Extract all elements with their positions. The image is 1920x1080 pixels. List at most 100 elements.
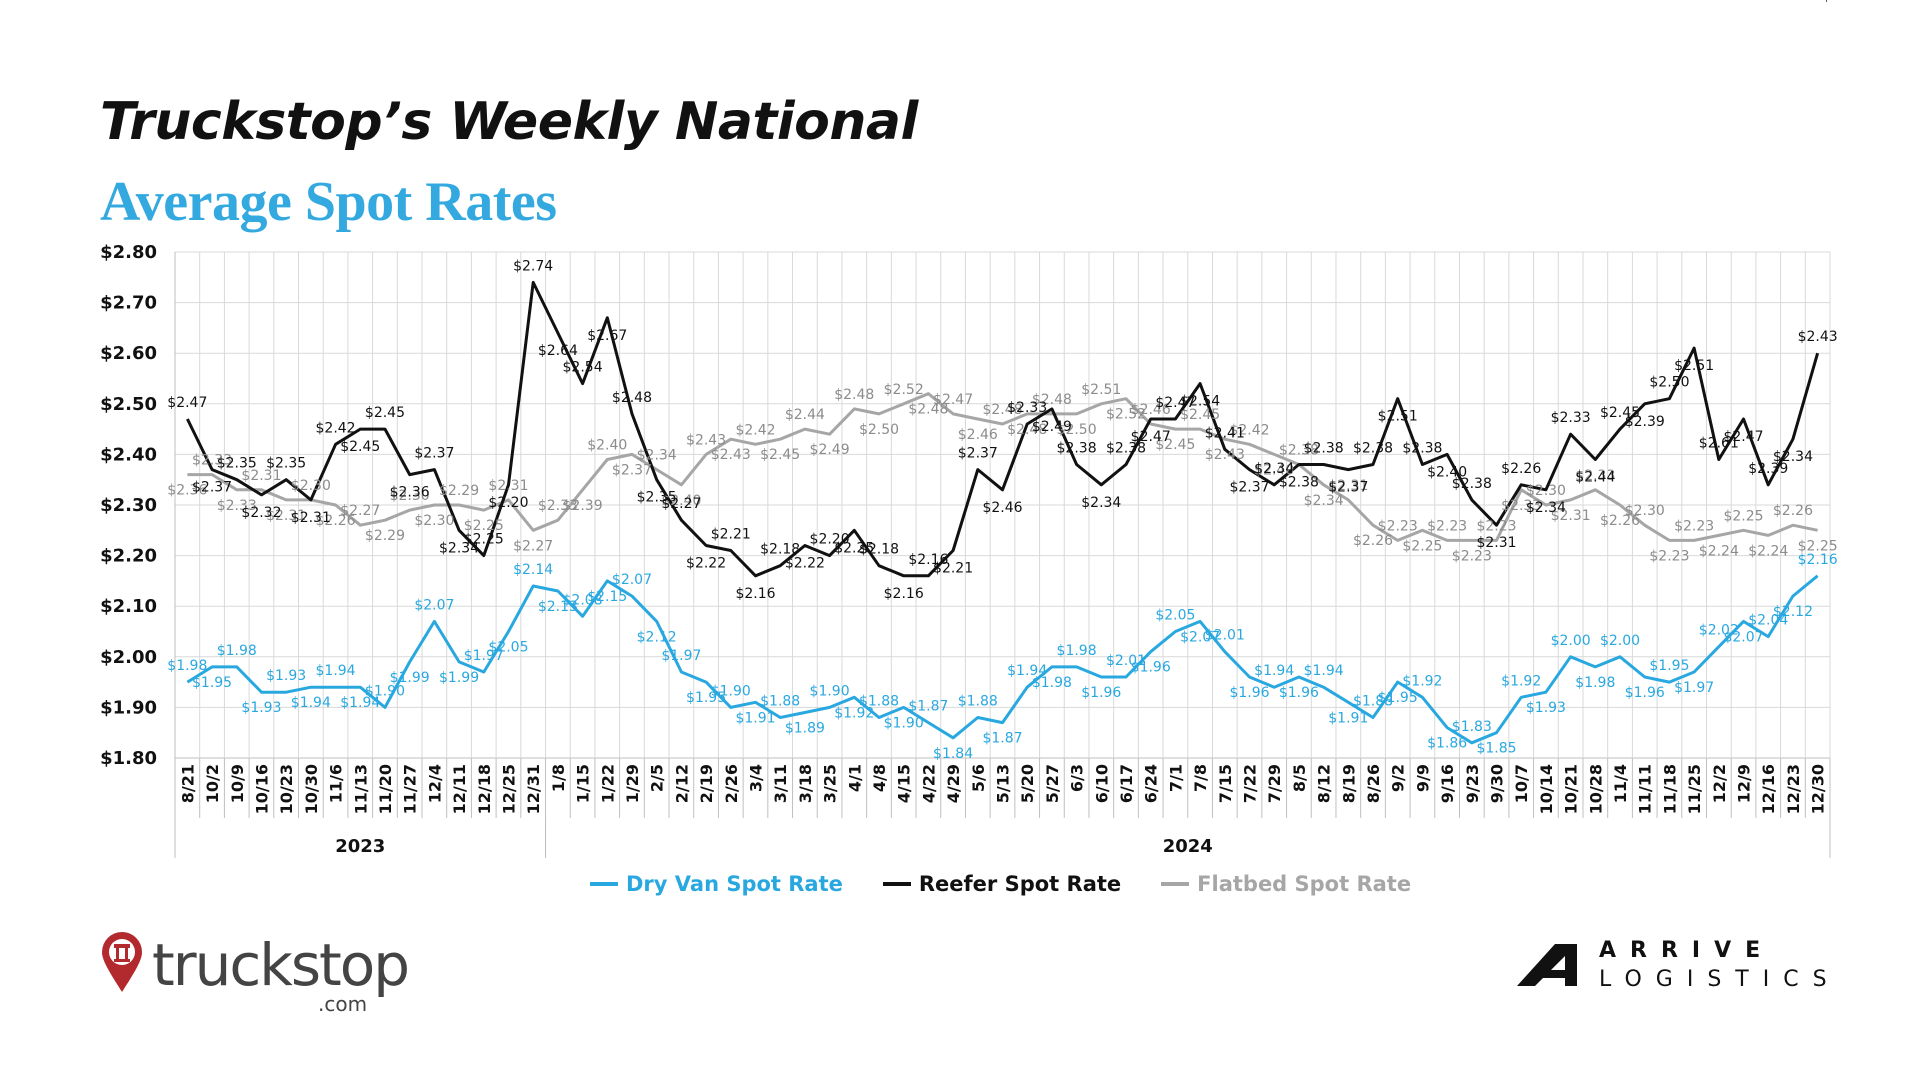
x-tick-label: 6/24	[1142, 764, 1161, 803]
data-label-flatbed: $2.33	[192, 453, 232, 469]
data-label-dry-van: $1.97	[464, 648, 504, 664]
y-tick-label: $2.20	[100, 546, 157, 567]
data-label-reefer: $2.34	[1773, 449, 1813, 465]
data-label-dry-van: $1.84	[933, 746, 973, 762]
data-label-flatbed: $2.23	[1674, 518, 1714, 534]
series-line-reefer	[186, 280, 1820, 578]
x-tick-label: 7/29	[1265, 764, 1284, 803]
data-label-dry-van: $2.07	[1723, 629, 1763, 645]
x-tick-label: 1/8	[549, 764, 568, 792]
data-label-flatbed: $2.33	[1501, 498, 1541, 514]
data-label-dry-van: $1.87	[908, 699, 948, 715]
truckstop-logo: truckstop .com	[100, 930, 410, 1016]
x-tick-label: 7/15	[1216, 764, 1235, 803]
x-tick-label: 9/9	[1413, 764, 1432, 792]
data-label-reefer: $2.46	[982, 500, 1022, 516]
y-tick-label: $1.80	[100, 748, 157, 769]
data-label-flatbed: $2.30	[291, 478, 331, 494]
x-tick-label: 12/11	[450, 764, 469, 814]
data-label-flatbed: $2.31	[488, 478, 528, 494]
data-label-dry-van: $1.96	[1131, 660, 1171, 676]
data-label-reefer: $2.20	[810, 532, 850, 548]
series-lines	[186, 280, 1820, 745]
data-label-flatbed: $2.26	[1600, 513, 1640, 529]
x-tick-label: 12/16	[1759, 764, 1778, 814]
data-label-dry-van: $1.94	[1304, 663, 1344, 679]
data-label-flatbed: $2.40	[587, 437, 627, 453]
data-label-reefer: $2.44	[1575, 469, 1615, 485]
data-label-dry-van: $1.98	[217, 643, 257, 659]
data-label-reefer: $2.35	[217, 456, 257, 472]
data-label-dry-van: $1.96	[1229, 685, 1269, 701]
data-label-flatbed: $2.31	[241, 468, 281, 484]
x-tick-label: 6/3	[1068, 764, 1087, 792]
data-label-reefer: $2.18	[760, 542, 800, 558]
data-label-flatbed: $2.48	[1007, 422, 1047, 438]
data-label-flatbed: $2.34	[1304, 493, 1344, 509]
data-label-reefer: $2.26	[1501, 461, 1541, 477]
data-label-dry-van: $2.00	[1551, 633, 1591, 649]
data-label-reefer: $2.27	[661, 496, 701, 512]
x-tick-label: 1/22	[598, 764, 617, 803]
data-label-reefer: $2.38	[1452, 476, 1492, 492]
x-tick-label: 8/21	[178, 764, 197, 803]
x-tick-label: 3/25	[821, 764, 840, 803]
data-label-flatbed: $2.30	[390, 488, 430, 504]
x-tick-label: 11/4	[1611, 764, 1630, 803]
data-label-reefer: $2.22	[686, 555, 726, 571]
data-label-dry-van: $1.88	[958, 694, 998, 710]
data-label-dry-van: $2.12	[1773, 604, 1813, 620]
data-label-dry-van: $1.88	[1353, 694, 1393, 710]
data-label-dry-van: $1.90	[711, 683, 751, 699]
data-label-flatbed: $2.23	[1452, 548, 1492, 564]
data-label-reefer: $2.61	[1699, 435, 1739, 451]
x-tick-label: 12/31	[524, 764, 543, 814]
data-label-dry-van: $1.91	[735, 710, 775, 726]
data-label-reefer: $2.25	[464, 532, 504, 548]
x-tick-label: 1/29	[623, 764, 642, 803]
x-tick-label: 11/6	[327, 764, 346, 803]
data-label-flatbed: $2.45	[1155, 437, 1195, 453]
x-tick-label: 9/16	[1438, 764, 1457, 803]
x-tick-label: 12/9	[1735, 764, 1754, 803]
data-label-dry-van: $2.07	[414, 597, 454, 613]
truckstop-domain: .com	[318, 992, 368, 1016]
x-tick-label: 4/29	[944, 764, 963, 803]
data-label-dry-van: $1.97	[1674, 680, 1714, 696]
data-label-dry-van: $2.01	[1106, 653, 1146, 669]
data-label-flatbed: $2.46	[958, 427, 998, 443]
legend-item-flatbed: Flatbed Spot Rate	[1161, 872, 1411, 896]
data-label-dry-van: $1.93	[266, 668, 306, 684]
data-label-flatbed: $2.38	[1279, 443, 1319, 459]
x-tick-label: 9/2	[1389, 764, 1408, 792]
data-label-flatbed: $2.49	[810, 442, 850, 458]
data-label-dry-van: $2.04	[1748, 613, 1788, 629]
data-label-flatbed: $2.52	[1106, 407, 1146, 423]
x-tick-label: 3/4	[746, 764, 765, 792]
data-label-dry-van: $1.85	[1476, 741, 1516, 757]
x-tick-label: 7/8	[1191, 764, 1210, 792]
data-label-dry-van: $2.16	[1798, 552, 1838, 568]
data-label-flatbed: $2.33	[1575, 468, 1615, 484]
x-tick-label: 4/1	[845, 764, 864, 792]
data-label-flatbed: $2.51	[1081, 382, 1121, 398]
y-axis-ticks: $1.80 $1.90 $2.00 $2.10 $2.20 $2.30 $2.40 $2.50…	[100, 242, 157, 769]
data-label-dry-van: $2.05	[488, 640, 528, 656]
data-label-flatbed: $2.25	[1798, 538, 1838, 554]
data-label-dry-van: $1.92	[1402, 673, 1442, 689]
data-label-reefer: $2.39	[1748, 461, 1788, 477]
data-label-flatbed: $2.23	[1378, 518, 1418, 534]
data-label-flatbed: $2.31	[1551, 508, 1591, 524]
data-label-reefer: $2.38	[1106, 441, 1146, 457]
data-label-reefer: $2.34	[1254, 461, 1294, 477]
x-tick-label: 10/9	[228, 764, 247, 803]
x-tick-label: 11/13	[351, 764, 370, 814]
y-tick-label: $2.50	[100, 394, 157, 415]
data-label-flatbed: $2.48	[1032, 392, 1072, 408]
data-label-dry-van: $1.95	[686, 690, 726, 706]
x-tick-label: 11/18	[1660, 764, 1679, 814]
data-label-dry-van: $1.95	[192, 675, 232, 691]
data-label-dry-van: $1.96	[1081, 685, 1121, 701]
data-label-reefer: $2.16	[884, 586, 924, 602]
data-label-reefer: $2.48	[612, 390, 652, 406]
